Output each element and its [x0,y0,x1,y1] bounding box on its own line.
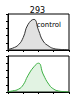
svg-text:293: 293 [30,6,45,15]
svg-text:control: control [37,21,61,29]
